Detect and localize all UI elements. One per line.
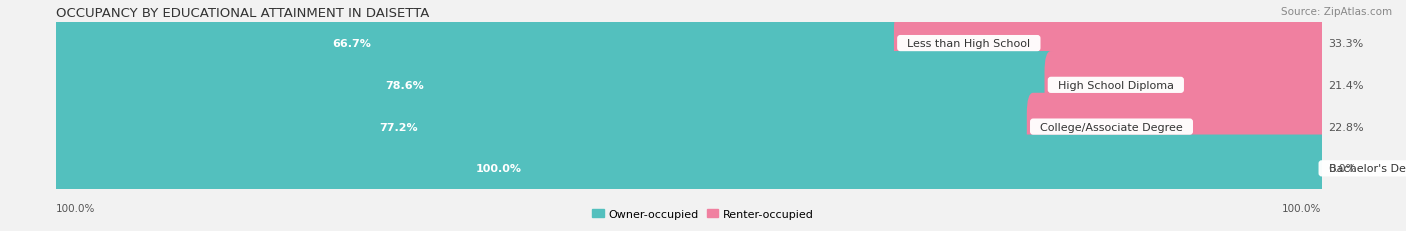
FancyBboxPatch shape: [53, 5, 1324, 83]
Text: Less than High School: Less than High School: [900, 39, 1038, 49]
Text: High School Diploma: High School Diploma: [1050, 80, 1181, 91]
Text: College/Associate Degree: College/Associate Degree: [1033, 122, 1189, 132]
Text: 100.0%: 100.0%: [56, 203, 96, 213]
Text: 21.4%: 21.4%: [1327, 80, 1364, 91]
FancyBboxPatch shape: [53, 46, 1324, 125]
Text: 0.0%: 0.0%: [1327, 164, 1357, 174]
FancyBboxPatch shape: [894, 10, 1324, 78]
FancyBboxPatch shape: [1026, 93, 1324, 161]
FancyBboxPatch shape: [1045, 52, 1324, 119]
Text: Source: ZipAtlas.com: Source: ZipAtlas.com: [1281, 7, 1392, 17]
Legend: Owner-occupied, Renter-occupied: Owner-occupied, Renter-occupied: [588, 204, 818, 223]
FancyBboxPatch shape: [53, 130, 1324, 208]
Text: 33.3%: 33.3%: [1327, 39, 1364, 49]
FancyBboxPatch shape: [53, 93, 1039, 161]
Text: 77.2%: 77.2%: [378, 122, 418, 132]
Text: 22.8%: 22.8%: [1327, 122, 1364, 132]
Text: 78.6%: 78.6%: [385, 80, 423, 91]
FancyBboxPatch shape: [53, 52, 1057, 119]
Text: OCCUPANCY BY EDUCATIONAL ATTAINMENT IN DAISETTA: OCCUPANCY BY EDUCATIONAL ATTAINMENT IN D…: [56, 7, 430, 20]
Text: 100.0%: 100.0%: [477, 164, 522, 174]
Text: 66.7%: 66.7%: [332, 39, 371, 49]
FancyBboxPatch shape: [53, 10, 907, 78]
FancyBboxPatch shape: [53, 135, 1327, 202]
Text: Bachelor's Degree or higher: Bachelor's Degree or higher: [1322, 164, 1406, 174]
Text: 100.0%: 100.0%: [1282, 203, 1322, 213]
FancyBboxPatch shape: [53, 88, 1324, 166]
